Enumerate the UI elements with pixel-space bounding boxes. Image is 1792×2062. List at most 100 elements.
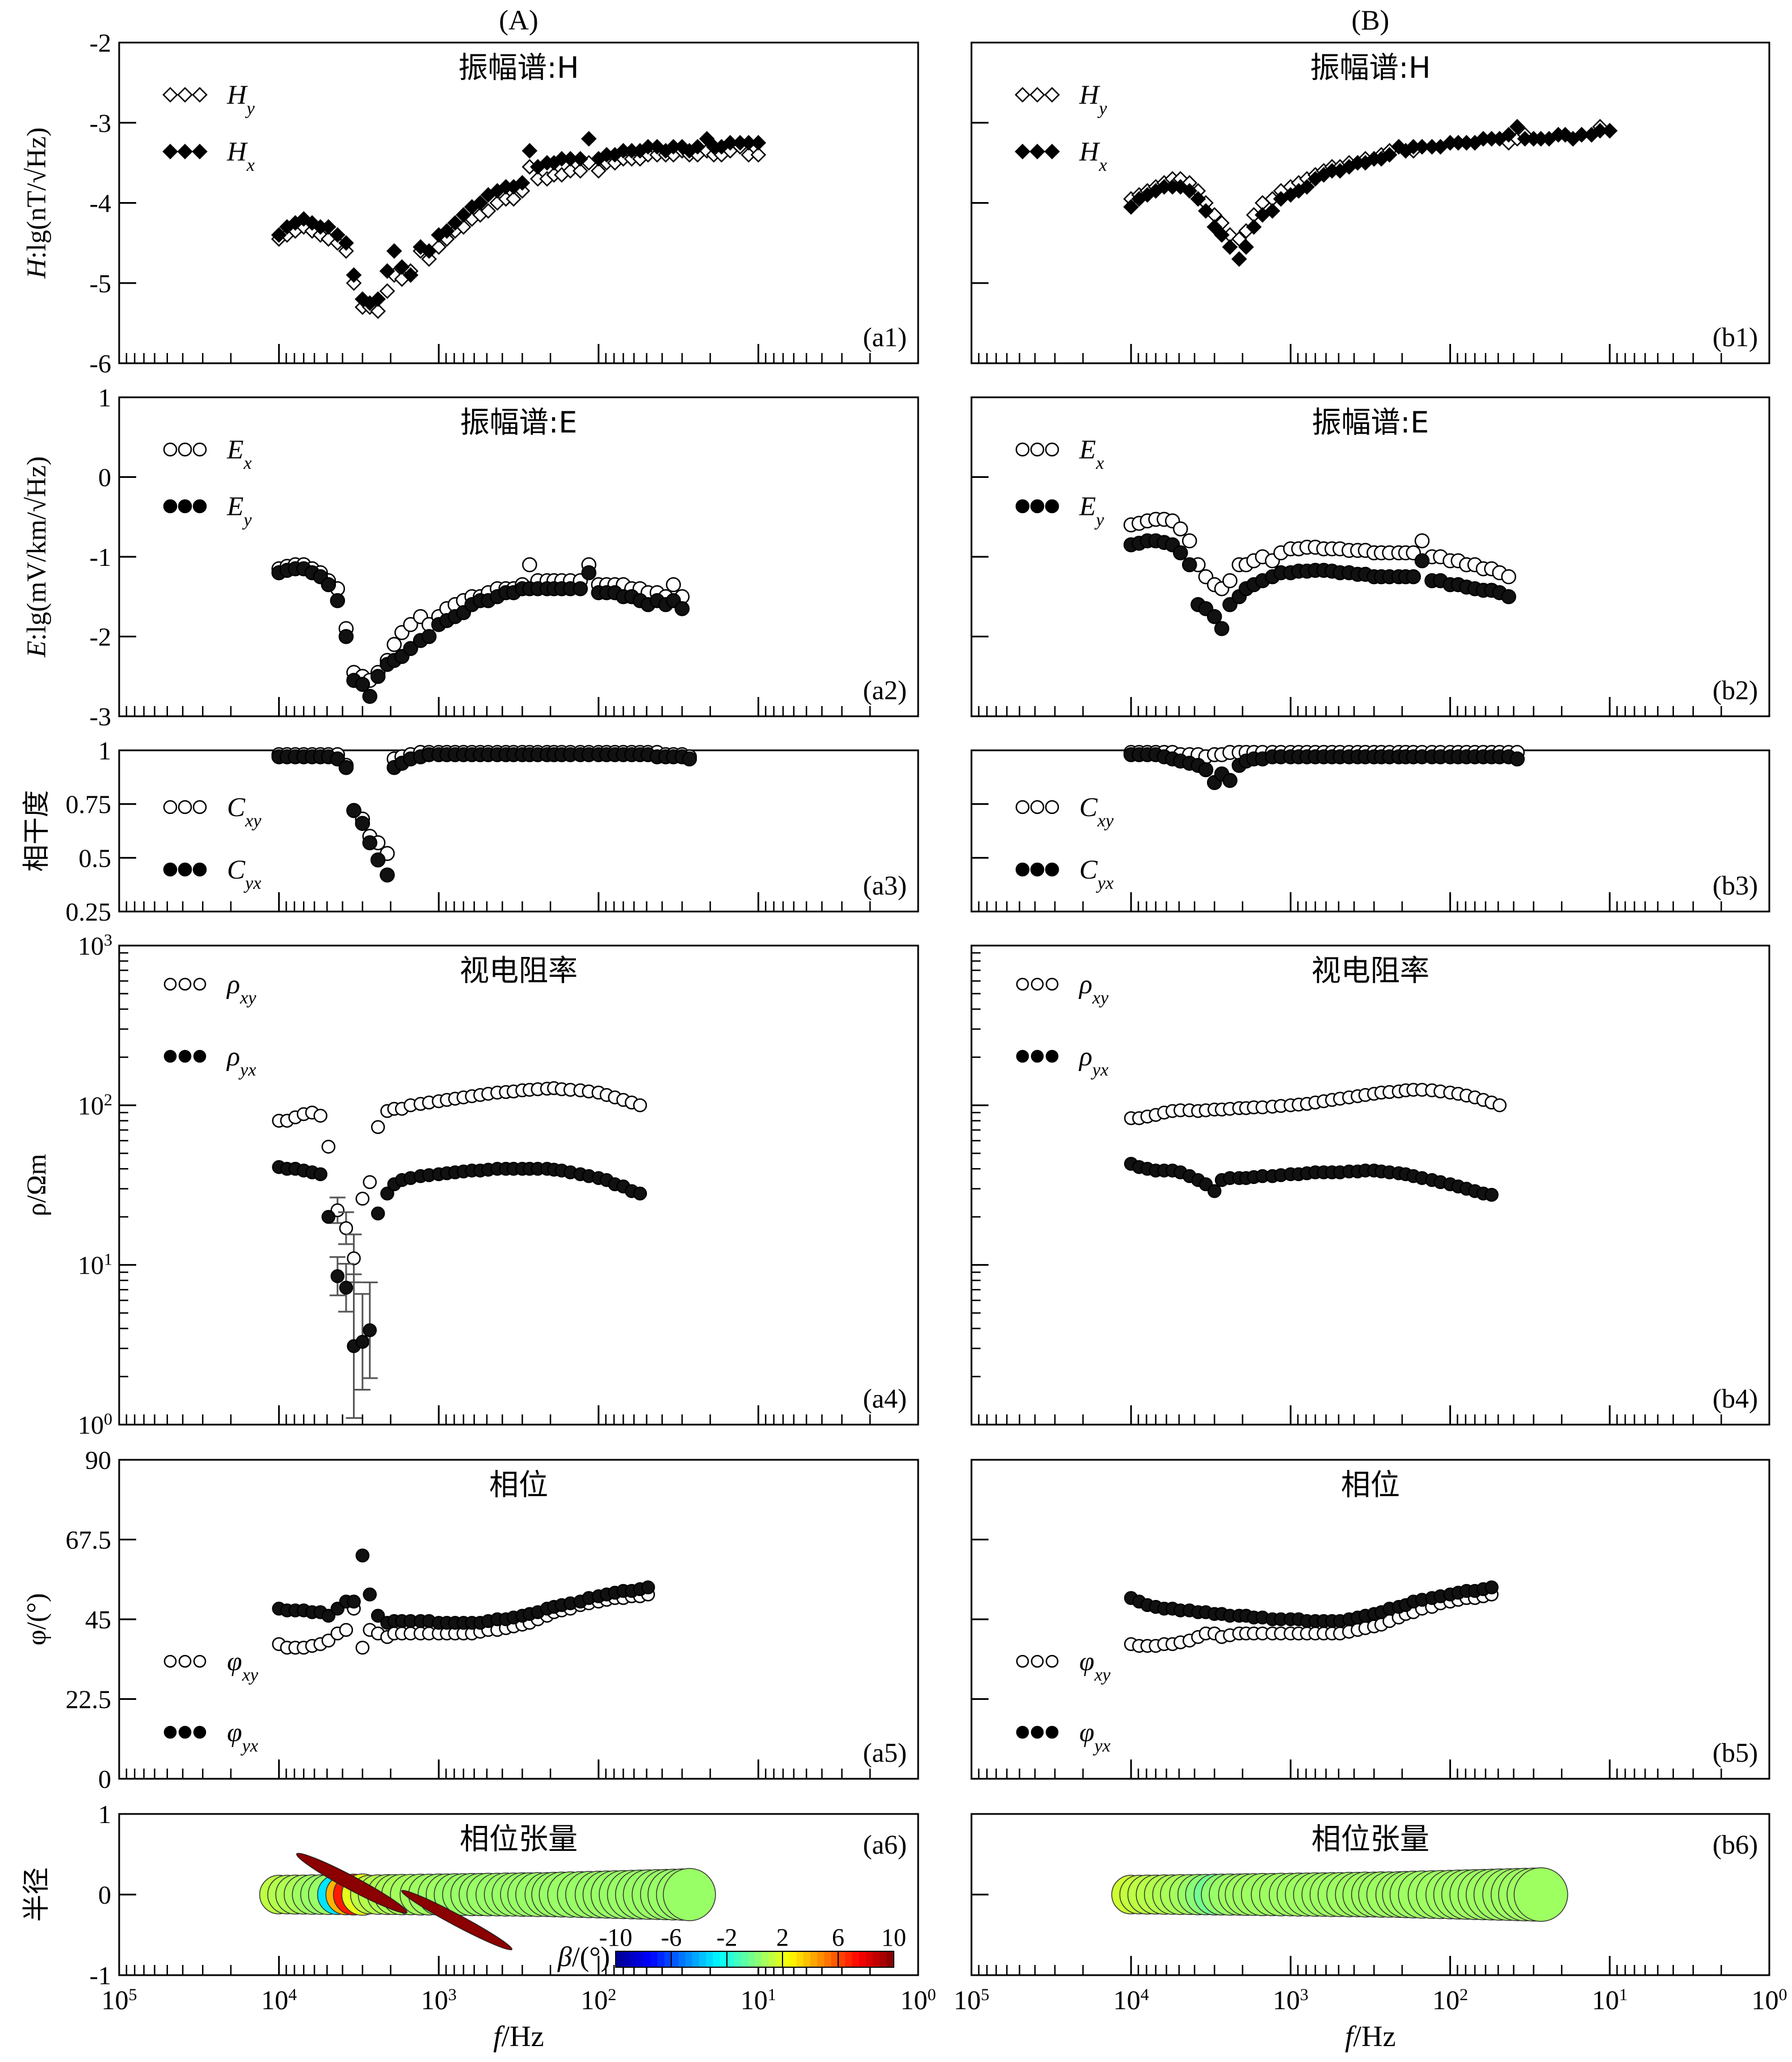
colorbar-segment <box>859 1951 866 1967</box>
data-point-Ey <box>338 629 354 644</box>
colorbar-segment <box>678 1951 685 1967</box>
data-point-Cyx <box>1222 772 1238 788</box>
y-tick-label: -1 <box>90 1961 111 1990</box>
colorbar-segment <box>866 1951 873 1967</box>
y-tick-label: 22.5 <box>66 1685 112 1714</box>
legend-marker <box>163 862 178 877</box>
colorbar-segment <box>783 1951 790 1967</box>
phase-title: 相位 <box>1341 1468 1400 1502</box>
legend-marker <box>192 87 208 103</box>
legend-marker <box>1045 499 1059 514</box>
colorbar-tick-label: 2 <box>776 1924 789 1951</box>
colorbar-segment <box>671 1951 679 1967</box>
legend-label: Cyx <box>1079 855 1113 893</box>
data-point-Ey <box>403 641 418 656</box>
colorbar-segment <box>692 1951 700 1967</box>
legend-marker <box>1045 442 1059 457</box>
legend-marker <box>192 144 208 159</box>
colorbar-segment <box>838 1951 845 1967</box>
data-point-Hx <box>649 138 665 155</box>
data-point-Cyx <box>362 835 377 851</box>
data-point-Hy <box>379 283 396 299</box>
data-point-Hx <box>1123 199 1139 215</box>
legend-marker <box>1030 1654 1044 1668</box>
data-point-phixy <box>321 1633 336 1648</box>
phase-tensor-distorted-ellipse <box>401 1889 512 1951</box>
legend-marker <box>1045 1049 1059 1063</box>
data-point-Hx <box>750 135 767 151</box>
data-point-Ey <box>355 677 371 692</box>
x-tick-label: 105 <box>102 1985 137 2016</box>
data-point-Cyx <box>380 867 395 883</box>
data-point-Ey <box>1406 569 1421 585</box>
x-tick-label: 100 <box>901 1985 936 2016</box>
x-tick-label: 102 <box>1432 1985 1468 2016</box>
data-point-phiyx <box>321 1609 336 1623</box>
y-tick-label: 102 <box>78 1090 112 1120</box>
plot-frame <box>970 944 1770 1426</box>
data-point-rhoxy <box>321 1140 336 1154</box>
data-point-Cyx <box>1198 762 1214 778</box>
data-point-rhoxy <box>371 1120 385 1135</box>
colorbar-segment <box>629 1951 637 1967</box>
resistivity-title: 视电阻率 <box>460 954 578 988</box>
data-point-Hx <box>1190 191 1206 207</box>
data-point-phiyx <box>371 1609 385 1623</box>
plot-frame <box>118 944 919 1426</box>
data-point-rhoyx <box>339 1280 354 1295</box>
data-point-Hx <box>271 227 287 243</box>
legend-marker <box>178 1725 192 1739</box>
colorbar-tick-label: 6 <box>832 1924 844 1951</box>
legend-marker <box>1030 1049 1044 1063</box>
colorbar-segment <box>775 1951 783 1967</box>
data-point-Hx <box>379 263 396 279</box>
x-tick-label: 103 <box>1273 1985 1309 2016</box>
colorbar-segment <box>803 1951 811 1967</box>
legend-marker <box>1029 144 1045 159</box>
y-tick-label: 0.25 <box>66 897 112 926</box>
panel-label: (b4) <box>1713 1384 1758 1414</box>
data-point-Hx <box>304 215 320 231</box>
colorbar-segment <box>831 1951 839 1967</box>
legend-marker <box>163 499 178 514</box>
legend-marker <box>1044 87 1060 103</box>
data-point-phiyx <box>641 1580 655 1595</box>
phase-tensor-title: 相位张量 <box>460 1822 578 1857</box>
y-tick-label: -3 <box>90 108 111 137</box>
legend-label: Hx <box>226 137 255 175</box>
legend-marker <box>178 442 192 457</box>
legend-label: ρxy <box>226 969 256 1007</box>
x-tick-label: 104 <box>261 1985 297 2016</box>
legend-marker <box>1016 1654 1029 1668</box>
legend-marker <box>1030 862 1045 877</box>
data-point-Hx <box>699 131 715 147</box>
phase-panel-A: 90 67.5 45 22.5 0 相位 (a5) φxy φyx <box>66 1446 919 1794</box>
legend-label: φyx <box>1079 1717 1110 1756</box>
colorbar-segment <box>880 1951 887 1967</box>
legend-marker <box>1016 1049 1029 1063</box>
legend-marker <box>1030 442 1045 457</box>
phase-title: 相位 <box>489 1468 548 1502</box>
data-point-Hx <box>456 207 472 223</box>
x-tick-label: 103 <box>421 1985 457 2016</box>
data-point-Hx <box>1500 127 1517 143</box>
colorbar-segment <box>810 1951 818 1967</box>
y-tick-label: -4 <box>90 189 111 218</box>
y-tick-label: 0 <box>98 463 111 492</box>
legend-marker <box>178 1049 192 1063</box>
data-point-rhoyx <box>371 1206 385 1221</box>
phase-tensor-panel-B: 相位张量 (b6) <box>970 1813 1770 1976</box>
data-point-Ey <box>581 565 596 581</box>
data-point-Hx <box>1181 183 1198 199</box>
legend-marker <box>178 1654 192 1668</box>
y-tick-label: 0.5 <box>79 843 112 872</box>
data-point-Hx <box>402 267 419 283</box>
data-point-rhoxy <box>1492 1098 1507 1112</box>
data-point-Hx <box>447 215 463 231</box>
legend-marker <box>1045 1654 1059 1668</box>
data-point-rhoyx <box>321 1210 336 1224</box>
y-tick-label: 1 <box>98 736 111 765</box>
column-label-0: (A) <box>499 4 538 36</box>
data-point-Ey <box>362 688 377 704</box>
